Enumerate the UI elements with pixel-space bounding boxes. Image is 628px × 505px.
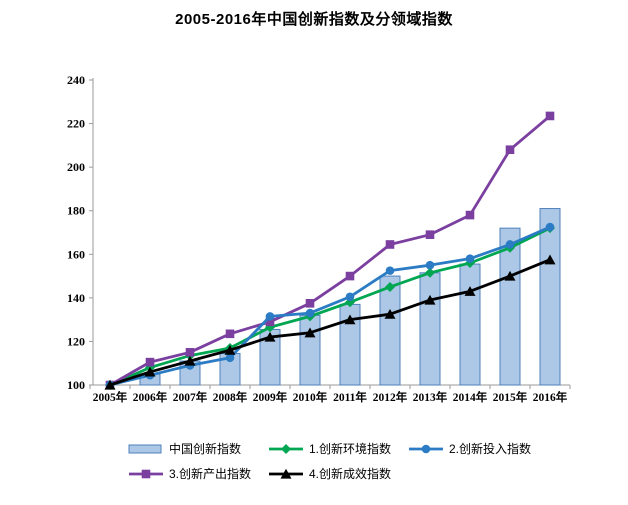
- series-line-3: [109, 114, 551, 387]
- series-marker-3-2006年: [145, 357, 155, 367]
- legend-row: 3.创新产出指数 4.创新成效指数: [0, 461, 628, 486]
- series-marker-4-2011年: [344, 314, 356, 325]
- x-tick-label: 2005年: [93, 390, 128, 404]
- x-tick-label: 2011年: [333, 390, 367, 404]
- y-tick-label: 140: [67, 291, 85, 305]
- legend-item: 4.创新成效指数: [268, 465, 391, 482]
- series-marker-4-2014年: [464, 286, 476, 296]
- series-marker-3-2008年: [225, 329, 235, 339]
- series-marker-3-2012年: [385, 240, 395, 249]
- series-marker-3-2011年: [345, 271, 355, 281]
- legend-label: 2.创新投入指数: [449, 442, 532, 456]
- series-marker-2-2010年: [305, 308, 315, 318]
- legend-label: 4.创新成效指数: [309, 467, 392, 481]
- series-marker-1-2013年: [425, 267, 435, 278]
- x-tick-label: 2006年: [133, 390, 168, 404]
- series-marker-3-2016年: [545, 111, 555, 121]
- legend-line-triangle-icon: [269, 468, 303, 479]
- y-tick-label: 180: [67, 204, 85, 218]
- legend-label: 中国创新指数: [169, 442, 242, 456]
- legend-row: 中国创新指数 1.创新环境指数 2.创新投入指数: [0, 436, 628, 461]
- bar-2013年: [419, 272, 441, 386]
- x-tick-label: 2014年: [453, 390, 488, 404]
- x-tick-label: 2012年: [373, 390, 408, 404]
- series-marker-4-2006年: [144, 366, 156, 377]
- chart-title: 2005-2016年中国创新指数及分领域指数: [175, 11, 453, 28]
- series-marker-3-2013年: [425, 230, 435, 239]
- chart-legend: 中国创新指数 1.创新环境指数 2.创新投入指数 3.创新产出指数 4.创新成效指数: [0, 436, 628, 486]
- bar-2012年: [379, 275, 401, 386]
- series-marker-4-2012年: [384, 308, 396, 319]
- legend-item: 1.创新环境指数: [268, 440, 408, 457]
- x-tick-label: 2008年: [213, 390, 248, 404]
- plot-area: 100 120 140 160 180 200 220 240 2005年 2006年 2007年 2…: [67, 73, 571, 404]
- series-marker-4-2009年: [264, 331, 276, 342]
- legend-line-circle-icon: [409, 444, 443, 453]
- series-marker-3-2009年: [265, 317, 275, 327]
- series-line-4: [109, 258, 551, 387]
- series-marker-2-2014年: [465, 254, 475, 263]
- legend-line-square-icon: [129, 469, 163, 478]
- legend-label: 1.创新环境指数: [309, 442, 392, 456]
- legend-bar-swatch-icon: [128, 444, 162, 453]
- series-marker-4-2008年: [224, 344, 236, 355]
- x-tick-label: 2009年: [253, 390, 288, 404]
- legend-label: 3.创新产出指数: [169, 467, 252, 481]
- series-marker-4-2015年: [504, 270, 516, 281]
- y-tick-label: 240: [67, 73, 85, 87]
- bar-2014年: [459, 263, 481, 386]
- x-tick-label: 2007年: [173, 390, 208, 404]
- series-marker-4-2007年: [184, 355, 196, 366]
- y-tick-label: 220: [67, 117, 85, 131]
- series-marker-1-2012年: [385, 281, 395, 292]
- series-marker-3-2010年: [305, 299, 315, 308]
- series-marker-2-2013年: [425, 260, 435, 270]
- series-marker-3-2007年: [185, 348, 195, 357]
- x-tick-label: 2013年: [413, 390, 448, 404]
- legend-item: 3.创新产出指数: [128, 465, 268, 482]
- x-tick-label: 2015年: [493, 390, 528, 404]
- series-marker-3-2014年: [465, 210, 475, 220]
- series-marker-2-2008年: [225, 353, 235, 363]
- series-marker-4-2016年: [544, 254, 556, 265]
- series-marker-2-2016年: [545, 222, 555, 232]
- legend-line-diamond-icon: [269, 443, 303, 454]
- bar-2015年: [499, 227, 521, 386]
- series-marker-2-2015年: [505, 240, 515, 249]
- bar-2016年: [539, 208, 561, 386]
- y-tick-label: 160: [67, 247, 85, 261]
- y-tick-label: 120: [67, 334, 85, 348]
- series-marker-4-2013年: [424, 294, 436, 305]
- y-tick-label: 200: [67, 160, 85, 174]
- series-marker-2-2012年: [385, 266, 395, 275]
- legend-item: 中国创新指数: [128, 440, 268, 457]
- series-marker-4-2010年: [304, 327, 316, 338]
- legend-item: 2.创新投入指数: [408, 440, 531, 457]
- series-marker-3-2015年: [505, 145, 515, 155]
- series-line-1: [109, 226, 551, 387]
- series-marker-2-2009年: [265, 312, 275, 321]
- series-marker-2-2011年: [345, 292, 355, 302]
- y-tick-label: 100: [67, 378, 85, 392]
- series-line-2: [109, 225, 551, 387]
- series-marker-4-2005年: [104, 379, 116, 390]
- bar-2010年: [299, 314, 321, 386]
- x-tick-label: 2016年: [533, 390, 568, 404]
- x-tick-label: 2010年: [293, 390, 328, 404]
